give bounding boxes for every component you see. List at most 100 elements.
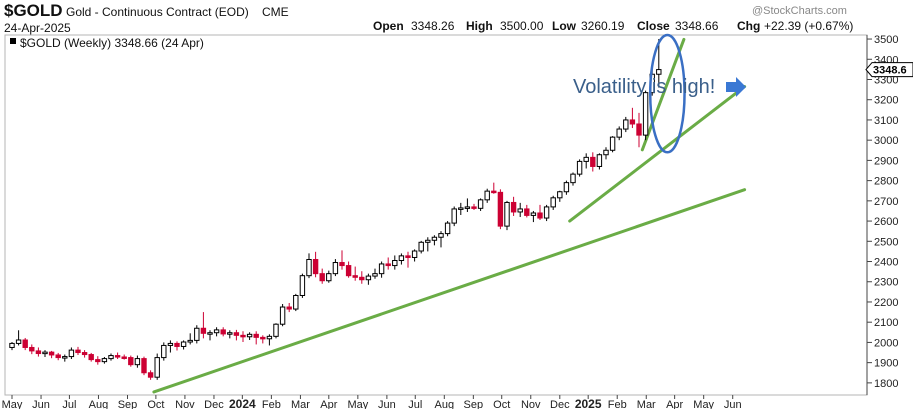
- candle-body: [101, 358, 108, 363]
- candle-body: [576, 160, 583, 175]
- candle: [312, 251, 319, 278]
- x-tick-label: Nov: [521, 399, 541, 409]
- candle: [240, 331, 246, 343]
- y-tick-label: 2000: [874, 337, 898, 349]
- candle-body: [385, 263, 391, 267]
- candle: [141, 356, 147, 376]
- candle: [62, 354, 68, 362]
- candle: [260, 335, 266, 344]
- x-tick-label: May: [693, 399, 714, 409]
- candle-body: [55, 354, 61, 359]
- candlesticks: [9, 39, 662, 380]
- candle-body: [596, 154, 603, 167]
- candle-body: [29, 346, 35, 352]
- candle: [425, 237, 431, 252]
- candle: [636, 112, 642, 148]
- candle: [530, 210, 537, 223]
- candle-body: [458, 207, 464, 210]
- candle-body: [609, 136, 616, 151]
- candle: [451, 206, 457, 227]
- candle: [609, 136, 616, 153]
- candle: [332, 259, 339, 277]
- candle-body: [194, 327, 200, 341]
- trendlines: [152, 37, 747, 394]
- x-tick-label: Jun: [378, 399, 396, 409]
- date-label: 24-Apr-2025: [4, 21, 71, 35]
- x-tick-label: May: [347, 399, 368, 409]
- candle-body: [95, 359, 101, 363]
- candle-body: [431, 236, 438, 241]
- candle: [154, 353, 160, 380]
- candle-body: [583, 156, 589, 162]
- high-value: 3500.00: [500, 19, 544, 33]
- low-value: 3260.19: [581, 19, 625, 33]
- candle-body: [464, 206, 471, 209]
- open-label: Open: [373, 19, 404, 33]
- candle: [174, 341, 180, 351]
- candle: [88, 352, 94, 362]
- candle: [385, 257, 391, 270]
- candle-body: [286, 306, 292, 310]
- candle: [95, 356, 101, 365]
- watermark: @StockCharts.com: [752, 5, 847, 17]
- x-tick-label: Jun: [32, 399, 50, 409]
- x-tick-label: Oct: [493, 399, 510, 409]
- candle-body: [642, 92, 649, 136]
- x-tick-label: Jul: [408, 399, 422, 409]
- candle-body: [167, 342, 174, 346]
- candle: [378, 261, 385, 278]
- candle-body: [293, 294, 299, 310]
- candle: [233, 329, 240, 341]
- candle: [22, 337, 28, 351]
- candle-body: [471, 206, 477, 209]
- y-tick-label: 3100: [874, 115, 898, 127]
- candle-body: [22, 339, 28, 348]
- candle-body: [332, 262, 339, 275]
- candle: [458, 202, 464, 215]
- candle: [200, 312, 207, 339]
- y-tick-label: 2600: [874, 216, 898, 228]
- x-tick-label: Feb: [262, 399, 281, 409]
- candle: [194, 325, 200, 344]
- candle-body: [656, 69, 662, 75]
- trendline: [152, 188, 747, 394]
- close-value: 3348.66: [675, 19, 719, 33]
- candle-body: [392, 260, 398, 267]
- candle: [603, 147, 609, 160]
- candle-body: [48, 351, 55, 356]
- candle: [180, 340, 187, 350]
- candle-body: [629, 119, 636, 125]
- candle: [405, 251, 411, 268]
- candle: [570, 172, 576, 186]
- low-label: Low: [552, 19, 577, 33]
- candle: [253, 331, 259, 345]
- candle: [444, 221, 451, 237]
- candle: [299, 273, 306, 298]
- chg-value: +22.39 (+0.67%): [764, 19, 853, 33]
- y-tick-label: 2400: [874, 257, 898, 269]
- candle-body: [273, 323, 279, 337]
- candle-body: [557, 191, 563, 199]
- candle-body: [444, 222, 451, 235]
- candle: [359, 271, 365, 284]
- candle-body: [207, 332, 213, 335]
- candle: [167, 340, 174, 353]
- candle-body: [213, 329, 220, 334]
- candle: [48, 350, 55, 359]
- y-tick-label: 2500: [874, 236, 898, 248]
- y-tick-label: 3000: [874, 135, 898, 147]
- candle-body: [372, 273, 378, 277]
- y-tick-label: 3500: [874, 34, 898, 46]
- candle-body: [563, 182, 570, 193]
- candle: [537, 204, 543, 221]
- candle: [431, 235, 438, 246]
- candle: [293, 293, 299, 312]
- price-tag: 3348.6: [865, 62, 913, 78]
- y-tick-label: 2700: [874, 196, 898, 208]
- candle-body: [200, 327, 207, 334]
- y-tick-label: 3200: [874, 95, 898, 107]
- candle-body: [352, 275, 358, 278]
- candle: [411, 249, 418, 262]
- candle-body: [543, 206, 550, 219]
